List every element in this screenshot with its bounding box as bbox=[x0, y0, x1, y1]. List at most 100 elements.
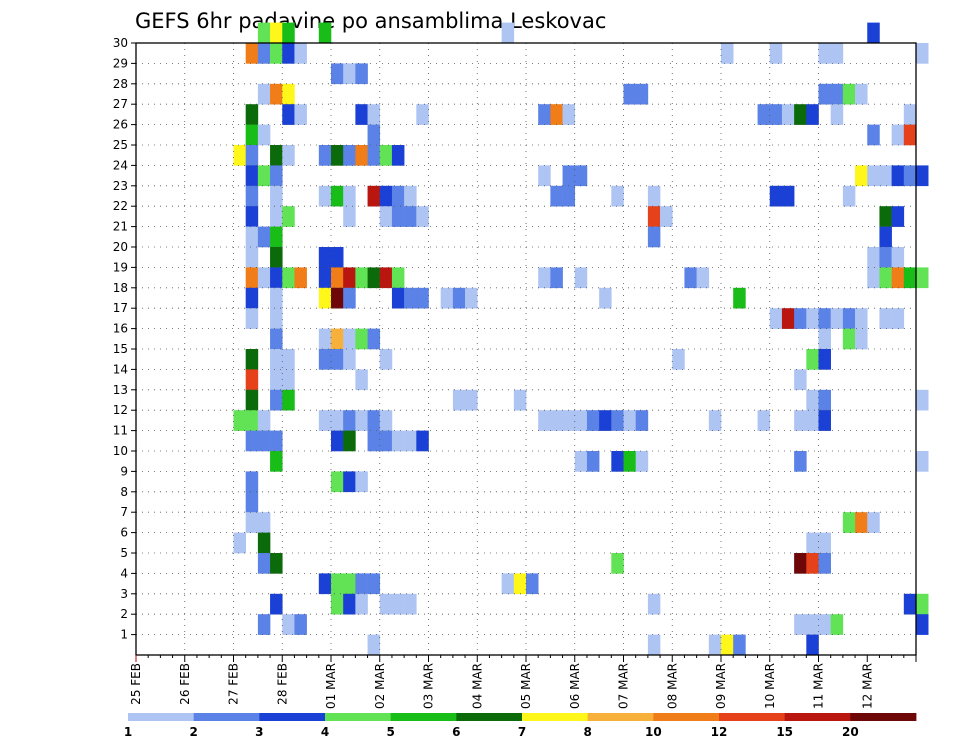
heatmap-cell bbox=[257, 512, 271, 533]
heatmap-cell bbox=[294, 614, 307, 635]
heatmap-cell bbox=[891, 165, 905, 187]
heatmap-cell bbox=[343, 206, 356, 227]
x-tick-label: 09 MAR bbox=[714, 663, 728, 709]
x-tick-label: 02 MAR bbox=[373, 663, 387, 709]
heatmap-cell bbox=[916, 389, 929, 411]
heatmap-cell bbox=[550, 410, 563, 431]
heatmap-cell bbox=[282, 22, 295, 44]
heatmap-cell bbox=[367, 634, 381, 656]
heatmap-cell bbox=[647, 185, 661, 207]
heatmap-cell bbox=[903, 267, 917, 289]
heatmap-cell bbox=[538, 410, 551, 431]
heatmap-cell bbox=[391, 145, 405, 166]
heatmap-cell bbox=[270, 43, 283, 64]
heatmap-cell bbox=[842, 83, 856, 105]
heatmap-cell bbox=[270, 267, 283, 289]
heatmap-cell bbox=[343, 349, 356, 370]
heatmap-cell bbox=[245, 124, 259, 146]
chart-title: GEFS 6hr padavine po ansamblima Leskovac bbox=[135, 9, 606, 33]
heatmap-cell bbox=[708, 410, 722, 431]
heatmap-cell bbox=[270, 165, 283, 187]
grid-lines bbox=[136, 43, 916, 655]
heatmap-cell bbox=[647, 593, 661, 615]
heatmap-cell bbox=[891, 124, 905, 146]
heatmap-cell bbox=[916, 267, 929, 289]
y-tick-label: 13 bbox=[113, 383, 128, 397]
heatmap-cell bbox=[233, 532, 246, 554]
heatmap-cell bbox=[416, 430, 429, 452]
heatmap-cell bbox=[647, 226, 661, 248]
heatmap-cell bbox=[270, 328, 283, 350]
heatmap-cell bbox=[830, 43, 844, 64]
heatmap-cell bbox=[794, 410, 807, 431]
heatmap-cell bbox=[331, 247, 344, 268]
heatmap-cell bbox=[343, 267, 356, 289]
y-tick-label: 6 bbox=[120, 526, 128, 540]
heatmap-cell bbox=[270, 247, 283, 268]
heatmap-cell bbox=[611, 451, 624, 472]
heatmap-cell bbox=[830, 104, 844, 125]
y-tick-label: 15 bbox=[113, 342, 128, 356]
heatmap-cell bbox=[343, 287, 356, 309]
colorbar-label: 1 bbox=[124, 725, 132, 739]
heatmap-cell bbox=[562, 165, 576, 187]
heatmap-cell bbox=[855, 165, 868, 187]
heatmap-cell bbox=[574, 267, 588, 289]
heatmap-cell bbox=[257, 430, 271, 452]
heatmap-cell bbox=[270, 185, 283, 207]
heatmap-cell bbox=[416, 206, 429, 227]
heatmap-cell bbox=[245, 145, 259, 166]
heatmap-cell bbox=[879, 165, 892, 187]
heatmap-cell bbox=[257, 553, 271, 574]
y-tick-label: 3 bbox=[120, 587, 128, 601]
heatmap-cell bbox=[916, 451, 929, 472]
colorbar-label: 5 bbox=[386, 725, 394, 739]
heatmap-cell bbox=[818, 43, 831, 64]
heatmap-cell bbox=[379, 593, 393, 615]
colorbar-label: 6 bbox=[452, 725, 460, 739]
heatmap-cell bbox=[367, 328, 381, 350]
heatmap-cell bbox=[233, 145, 246, 166]
heatmap-cell bbox=[404, 430, 417, 452]
heatmap-cell bbox=[416, 287, 429, 309]
heatmap-cell bbox=[331, 471, 344, 493]
heatmap-cell bbox=[245, 430, 259, 452]
colorbar-swatch bbox=[587, 713, 654, 721]
heatmap-cell bbox=[574, 451, 588, 472]
heatmap-cell bbox=[781, 308, 795, 329]
colorbar-swatch bbox=[456, 713, 523, 721]
colorbar-swatch bbox=[850, 713, 917, 721]
heatmap-cell bbox=[367, 104, 381, 125]
heatmap-cell bbox=[318, 185, 332, 207]
heatmap-cell bbox=[599, 287, 612, 309]
colorbar-swatch bbox=[522, 713, 589, 721]
heatmap-cell bbox=[526, 573, 539, 595]
heatmap-cell bbox=[684, 267, 697, 289]
heatmap-cell bbox=[623, 410, 636, 431]
heatmap-cell bbox=[245, 512, 259, 533]
heatmap-cell bbox=[769, 185, 783, 207]
heatmap-cell bbox=[331, 328, 344, 350]
heatmap-cell bbox=[391, 267, 405, 289]
heatmap-cell bbox=[842, 512, 856, 533]
heatmap-cell bbox=[367, 124, 381, 146]
heatmap-cell bbox=[574, 410, 588, 431]
heatmap-cell bbox=[245, 267, 259, 289]
heatmap-cell bbox=[440, 287, 454, 309]
heatmap-cell bbox=[794, 308, 807, 329]
heatmap-cell bbox=[379, 206, 393, 227]
heatmap-cell bbox=[818, 83, 831, 105]
heatmap-cell bbox=[794, 104, 807, 125]
heatmap-cell bbox=[903, 104, 917, 125]
heatmap-cell bbox=[270, 145, 283, 166]
heatmap-cell bbox=[586, 451, 600, 472]
heatmap-cell bbox=[769, 43, 783, 64]
heatmap-cell bbox=[806, 532, 819, 554]
heatmap-cell bbox=[501, 573, 515, 595]
heatmap-cell bbox=[318, 145, 332, 166]
heatmap-cell bbox=[343, 185, 356, 207]
colorbar-swatch bbox=[193, 713, 260, 721]
heatmap-cell bbox=[452, 389, 466, 411]
heatmap-cell bbox=[331, 185, 344, 207]
heatmap-cell bbox=[903, 593, 917, 615]
